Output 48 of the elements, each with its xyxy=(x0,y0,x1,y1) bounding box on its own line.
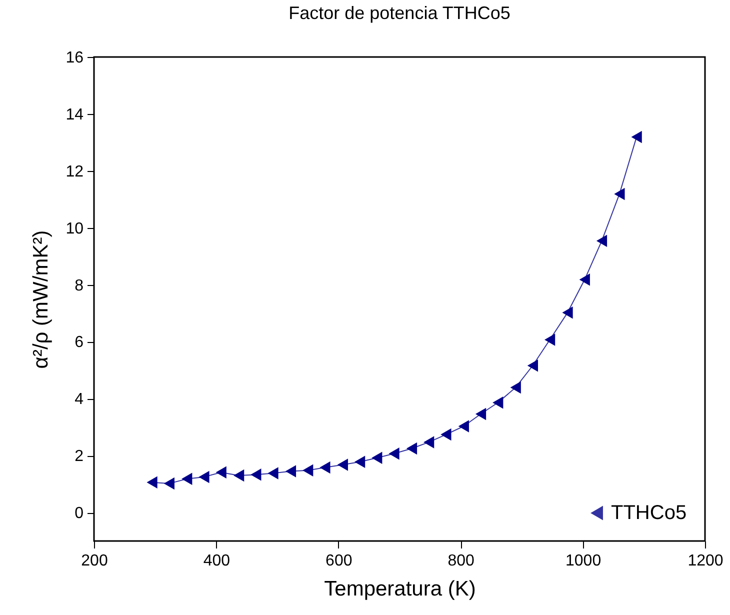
point xyxy=(250,468,262,481)
point xyxy=(458,420,469,432)
y-tick-label: 0 xyxy=(74,505,84,522)
x-tick-label: 1200 xyxy=(688,552,724,570)
y-tick-label: 16 xyxy=(66,50,84,66)
point xyxy=(182,472,192,486)
y-tick-label: 2 xyxy=(74,448,84,466)
y-tick-label: 12 xyxy=(66,163,84,180)
point xyxy=(354,456,366,468)
point xyxy=(492,396,504,409)
x-tick-label: 800 xyxy=(448,552,475,570)
x-tick-label: 400 xyxy=(203,552,230,570)
y-tick-label: 10 xyxy=(66,220,84,238)
point xyxy=(440,428,452,441)
point xyxy=(198,470,210,484)
point xyxy=(562,306,573,319)
x-axis-title: Temperatura (K) xyxy=(324,578,476,600)
point xyxy=(164,477,174,490)
point xyxy=(527,359,538,372)
point xyxy=(510,381,521,394)
y-tick-label: 14 xyxy=(66,106,84,124)
point xyxy=(216,466,226,479)
point xyxy=(406,442,418,455)
point xyxy=(475,408,486,420)
point xyxy=(596,234,608,248)
point xyxy=(285,465,296,478)
point xyxy=(631,130,642,144)
point xyxy=(544,334,556,346)
point xyxy=(424,436,434,448)
x-tick-label: 600 xyxy=(326,552,352,570)
point xyxy=(320,461,330,474)
point xyxy=(146,476,158,488)
y-axis-title: α²/ρ (mW/mK²) xyxy=(30,230,53,369)
x-tick-label: 1000 xyxy=(566,552,602,570)
x-tick-label: 200 xyxy=(81,552,108,570)
y-tick-label: 6 xyxy=(74,334,84,352)
point xyxy=(579,274,590,286)
point xyxy=(337,458,348,471)
point xyxy=(302,464,314,477)
y-tick-label: 4 xyxy=(74,391,84,408)
legend-label: TTHCo5 xyxy=(611,502,687,524)
point xyxy=(614,188,625,200)
y-tick-label: 8 xyxy=(74,277,84,294)
point xyxy=(268,467,278,480)
chart-title: Factor de potencia TTHCo5 xyxy=(288,3,510,23)
point xyxy=(234,469,244,482)
point xyxy=(388,447,400,460)
point xyxy=(372,452,382,464)
